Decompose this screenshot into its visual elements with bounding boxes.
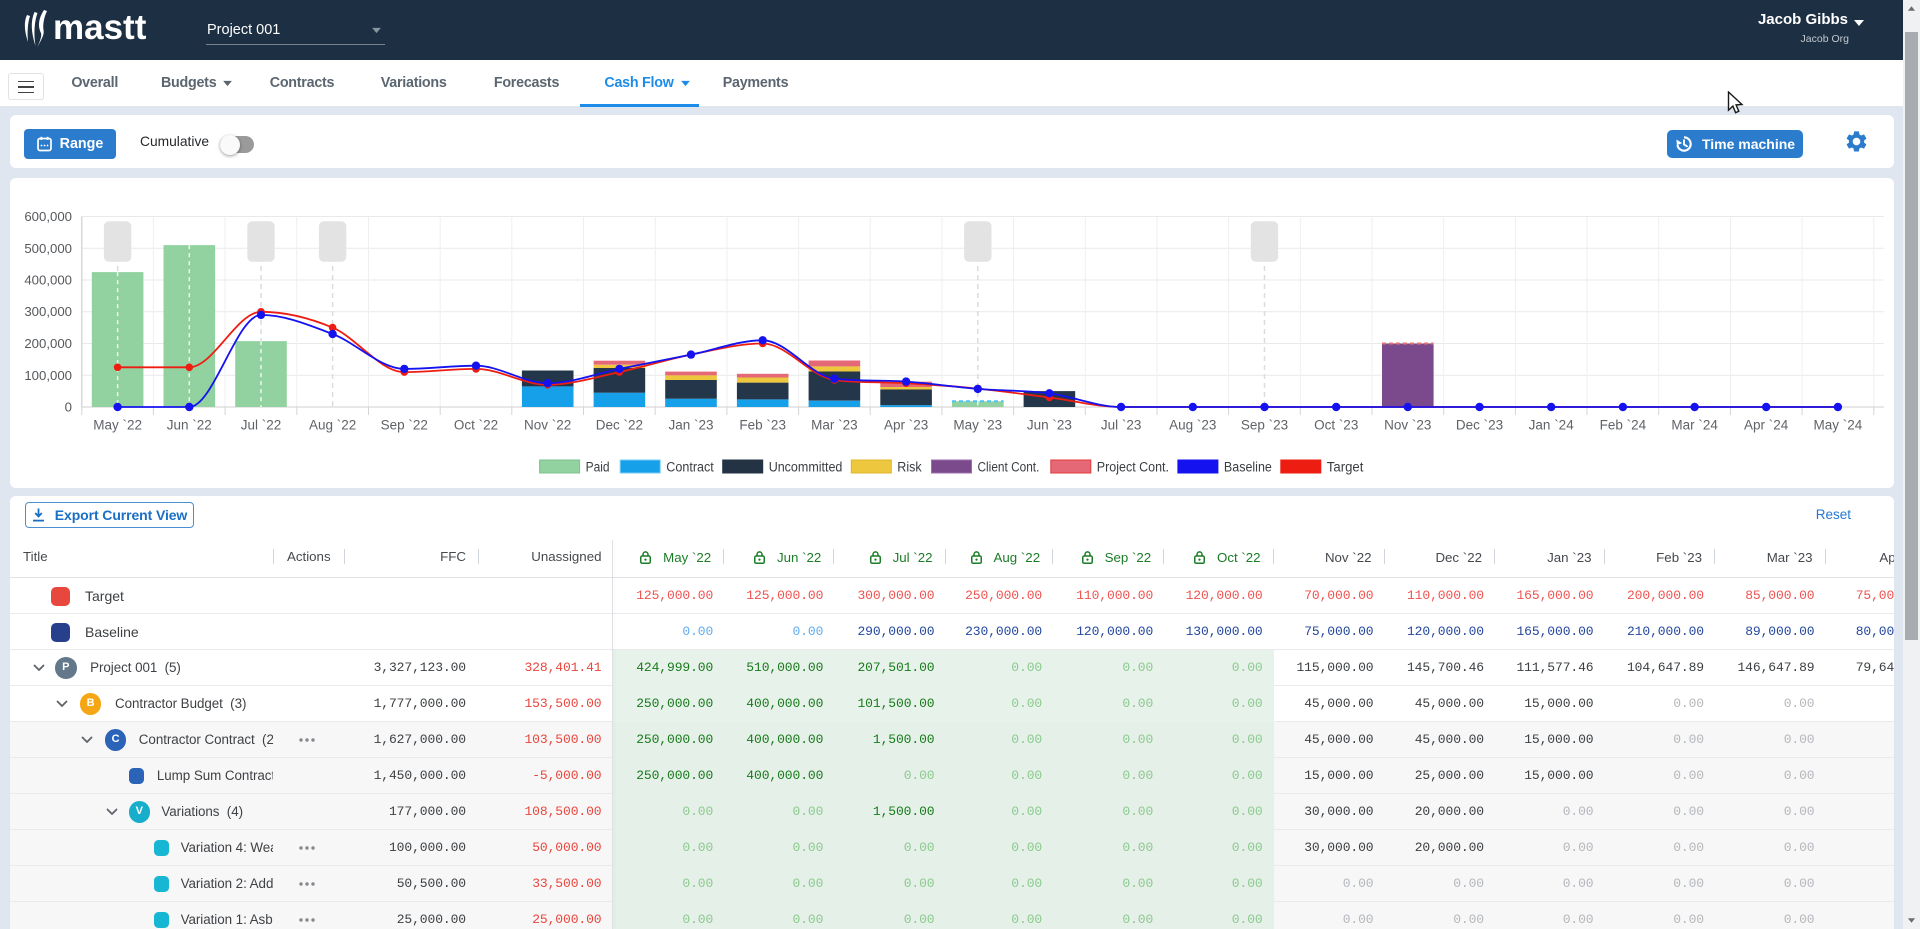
svg-text:Sep `23: Sep `23 xyxy=(1241,418,1288,433)
svg-text:Jun `23: Jun `23 xyxy=(1027,418,1072,433)
svg-text:100,000: 100,000 xyxy=(24,368,72,383)
svg-text:500,000: 500,000 xyxy=(24,241,72,256)
svg-text:Apr `24: Apr `24 xyxy=(1744,418,1789,433)
svg-text:Baseline: Baseline xyxy=(1224,460,1272,475)
svg-text:Nov `23: Nov `23 xyxy=(1384,418,1431,433)
svg-text:Dec `23: Dec `23 xyxy=(1456,418,1503,433)
svg-text:Paid: Paid xyxy=(586,460,610,475)
svg-text:Mar `24: Mar `24 xyxy=(1671,418,1718,433)
svg-text:Jan `24: Jan `24 xyxy=(1529,418,1575,433)
svg-text:Nov `22: Nov `22 xyxy=(524,418,571,433)
svg-text:Feb `23: Feb `23 xyxy=(739,418,786,433)
svg-text:Dec `22: Dec `22 xyxy=(596,418,643,433)
svg-text:400,000: 400,000 xyxy=(24,273,72,288)
svg-text:Mar `23: Mar `23 xyxy=(811,418,858,433)
svg-text:Jul `22: Jul `22 xyxy=(241,418,282,433)
svg-text:Oct `23: Oct `23 xyxy=(1314,418,1358,433)
svg-text:Client Cont.: Client Cont. xyxy=(978,460,1040,475)
svg-text:Jun `22: Jun `22 xyxy=(167,418,212,433)
svg-text:0: 0 xyxy=(65,400,72,415)
svg-text:Contract: Contract xyxy=(666,460,714,475)
svg-text:Sep `22: Sep `22 xyxy=(381,418,428,433)
svg-text:May `23: May `23 xyxy=(953,418,1002,433)
svg-text:Aug `22: Aug `22 xyxy=(309,418,356,433)
svg-text:Jul `23: Jul `23 xyxy=(1101,418,1142,433)
svg-text:Uncommitted: Uncommitted xyxy=(769,460,843,475)
svg-text:May `24: May `24 xyxy=(1814,418,1863,433)
svg-text:Aug `23: Aug `23 xyxy=(1169,418,1216,433)
svg-text:600,000: 600,000 xyxy=(24,209,72,224)
svg-text:200,000: 200,000 xyxy=(24,336,72,351)
svg-text:Jan `23: Jan `23 xyxy=(668,418,713,433)
svg-text:300,000: 300,000 xyxy=(24,304,72,319)
svg-text:Feb `24: Feb `24 xyxy=(1600,418,1647,433)
svg-text:Target: Target xyxy=(1327,460,1364,475)
svg-text:May `22: May `22 xyxy=(93,418,142,433)
svg-text:Oct `22: Oct `22 xyxy=(454,418,498,433)
svg-text:Project Cont.: Project Cont. xyxy=(1097,460,1169,475)
svg-text:Apr `23: Apr `23 xyxy=(884,418,928,433)
svg-text:Risk: Risk xyxy=(897,460,922,475)
